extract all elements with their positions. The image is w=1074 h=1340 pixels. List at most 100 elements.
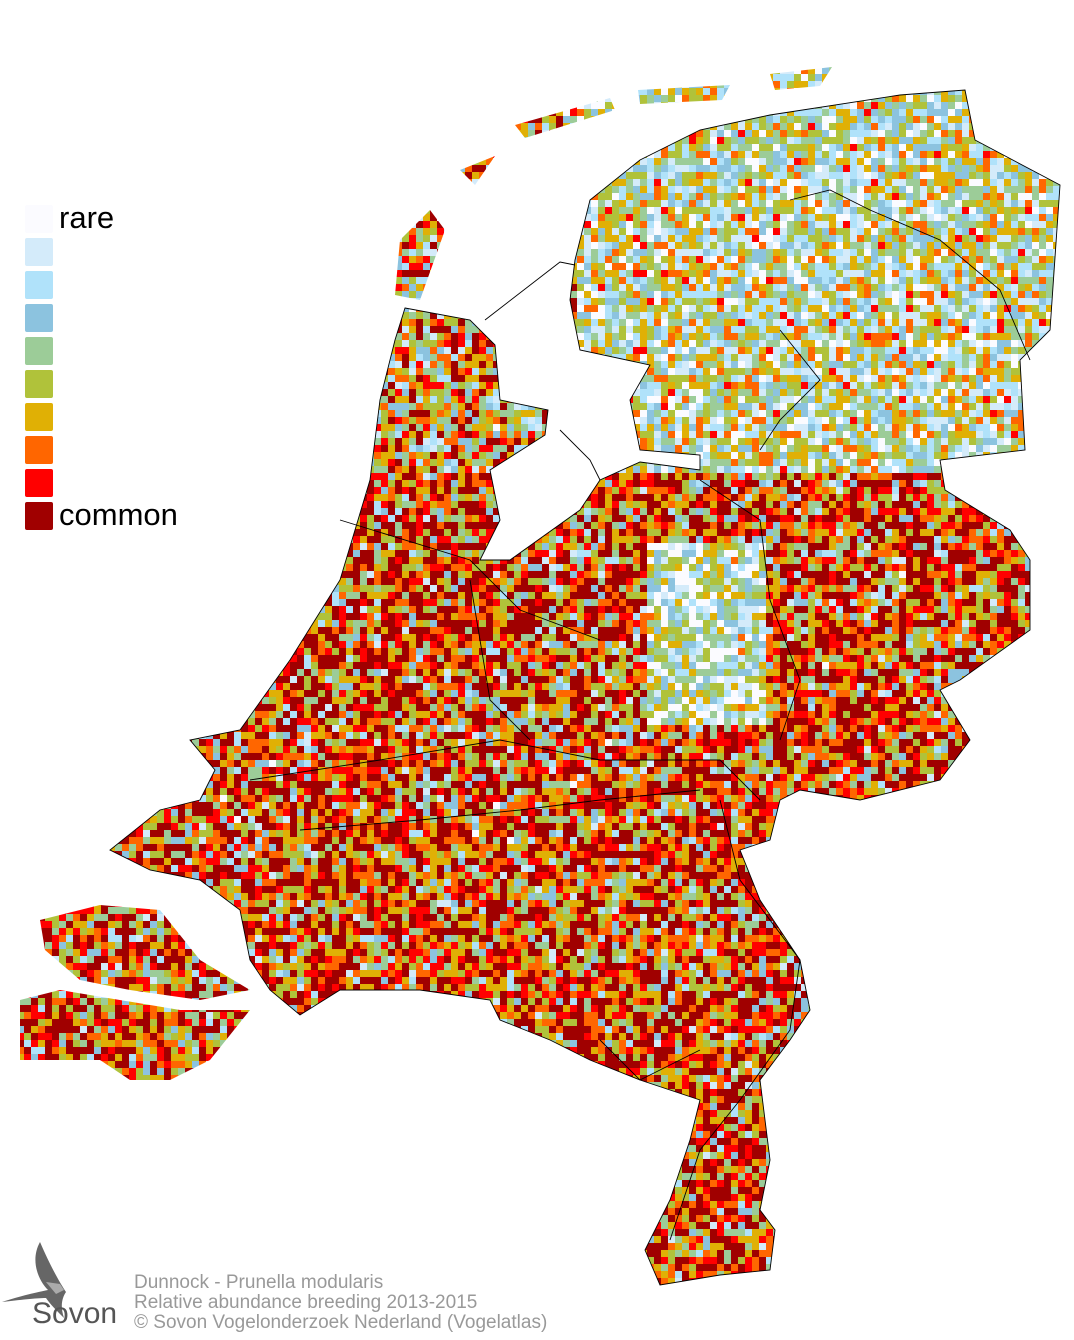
abundance-cell bbox=[633, 102, 640, 109]
abundance-cell bbox=[374, 116, 381, 123]
abundance-cell bbox=[430, 151, 437, 158]
abundance-cell bbox=[703, 235, 710, 242]
abundance-cell bbox=[605, 228, 612, 235]
abundance-cell bbox=[367, 200, 374, 207]
abundance-cell bbox=[178, 102, 185, 109]
abundance-cell bbox=[850, 221, 857, 228]
abundance-cell bbox=[864, 130, 871, 137]
abundance-cell bbox=[136, 263, 143, 270]
abundance-cell bbox=[759, 193, 766, 200]
abundance-cell bbox=[500, 158, 507, 165]
abundance-cell bbox=[647, 284, 654, 291]
abundance-cell bbox=[605, 137, 612, 144]
abundance-cell bbox=[836, 116, 843, 123]
abundance-cell bbox=[654, 193, 661, 200]
abundance-cell bbox=[822, 179, 829, 186]
abundance-cell bbox=[619, 81, 626, 88]
abundance-cell bbox=[962, 116, 969, 123]
abundance-cell bbox=[423, 102, 430, 109]
abundance-cell bbox=[479, 228, 486, 235]
abundance-cell bbox=[486, 179, 493, 186]
abundance-cell bbox=[808, 81, 815, 88]
abundance-cell bbox=[619, 151, 626, 158]
abundance-cell bbox=[521, 249, 528, 256]
abundance-cell bbox=[318, 165, 325, 172]
abundance-cell bbox=[1053, 81, 1060, 88]
abundance-cell bbox=[836, 102, 843, 109]
abundance-cell bbox=[780, 242, 787, 249]
abundance-cell bbox=[360, 116, 367, 123]
abundance-cell bbox=[892, 214, 899, 221]
abundance-cell bbox=[808, 249, 815, 256]
abundance-cell bbox=[507, 263, 514, 270]
abundance-cell bbox=[395, 284, 402, 291]
abundance-cell bbox=[934, 172, 941, 179]
abundance-cell bbox=[654, 221, 661, 228]
abundance-cell bbox=[955, 88, 962, 95]
abundance-cell bbox=[563, 123, 570, 130]
abundance-cell bbox=[10, 193, 17, 200]
abundance-cell bbox=[346, 214, 353, 221]
abundance-cell bbox=[395, 81, 402, 88]
abundance-cell bbox=[626, 263, 633, 270]
abundance-cell bbox=[927, 172, 934, 179]
abundance-cell bbox=[1067, 95, 1074, 102]
abundance-cell bbox=[570, 130, 577, 137]
abundance-cell bbox=[199, 207, 206, 214]
abundance-cell bbox=[290, 165, 297, 172]
abundance-cell bbox=[213, 81, 220, 88]
abundance-cell bbox=[311, 165, 318, 172]
abundance-cell bbox=[787, 158, 794, 165]
abundance-cell bbox=[850, 67, 857, 74]
abundance-cell bbox=[906, 200, 913, 207]
abundance-cell bbox=[920, 249, 927, 256]
abundance-cell bbox=[507, 235, 514, 242]
abundance-cell bbox=[122, 88, 129, 95]
abundance-cell bbox=[479, 200, 486, 207]
abundance-cell bbox=[332, 88, 339, 95]
abundance-cell bbox=[94, 256, 101, 263]
abundance-cell bbox=[73, 270, 80, 277]
abundance-cell bbox=[794, 130, 801, 137]
abundance-cell bbox=[542, 123, 549, 130]
abundance-cell bbox=[416, 109, 423, 116]
abundance-cell bbox=[605, 95, 612, 102]
abundance-cell bbox=[542, 200, 549, 207]
abundance-cell bbox=[899, 158, 906, 165]
abundance-cell bbox=[409, 116, 416, 123]
abundance-cell bbox=[934, 137, 941, 144]
abundance-cell bbox=[962, 200, 969, 207]
abundance-cell bbox=[864, 172, 871, 179]
abundance-cell bbox=[73, 179, 80, 186]
abundance-cell bbox=[59, 95, 66, 102]
abundance-cell bbox=[479, 158, 486, 165]
abundance-cell bbox=[675, 151, 682, 158]
abundance-cell bbox=[1060, 221, 1067, 228]
abundance-cell bbox=[549, 221, 556, 228]
abundance-cell bbox=[906, 102, 913, 109]
abundance-cell bbox=[388, 235, 395, 242]
abundance-cell bbox=[549, 179, 556, 186]
abundance-cell bbox=[969, 235, 976, 242]
abundance-cell bbox=[178, 249, 185, 256]
abundance-cell bbox=[164, 81, 171, 88]
abundance-cell bbox=[899, 116, 906, 123]
abundance-cell bbox=[913, 137, 920, 144]
abundance-cell bbox=[20, 214, 24, 221]
abundance-cell bbox=[696, 270, 703, 277]
abundance-cell bbox=[465, 151, 472, 158]
abundance-cell bbox=[913, 130, 920, 137]
abundance-cell bbox=[689, 228, 696, 235]
abundance-cell bbox=[633, 284, 640, 291]
abundance-cell bbox=[290, 67, 297, 74]
abundance-cell bbox=[983, 60, 990, 67]
abundance-cell bbox=[507, 81, 514, 88]
abundance-cell bbox=[605, 102, 612, 109]
abundance-cell bbox=[997, 263, 1004, 270]
abundance-cell bbox=[402, 74, 409, 81]
abundance-cell bbox=[878, 67, 885, 74]
abundance-cell bbox=[339, 270, 346, 277]
abundance-cell bbox=[668, 109, 675, 116]
abundance-cell bbox=[598, 95, 605, 102]
abundance-cell bbox=[773, 158, 780, 165]
